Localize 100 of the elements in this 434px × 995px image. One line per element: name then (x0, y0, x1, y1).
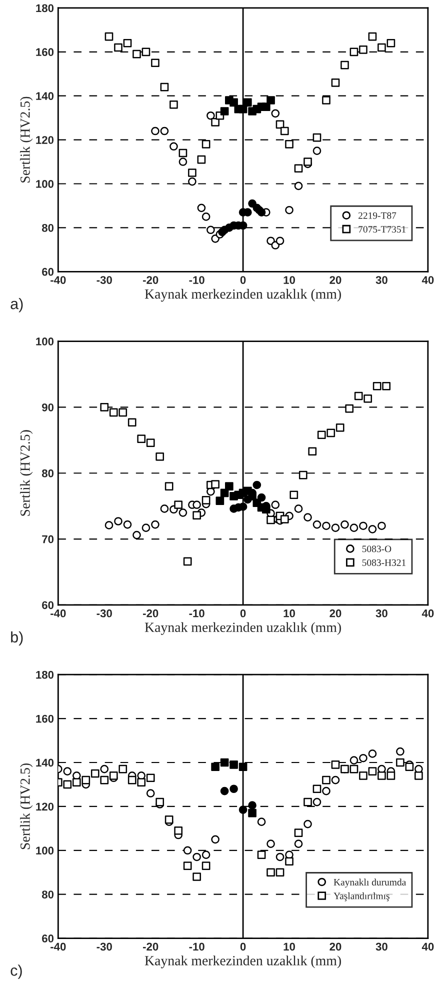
y-tick-label: 180 (36, 670, 54, 679)
point (266, 868, 275, 877)
point (206, 226, 215, 234)
point (322, 786, 330, 796)
point (266, 96, 275, 104)
y-tick-label: 140 (36, 92, 54, 100)
point (266, 840, 275, 848)
text: b) (11, 631, 23, 646)
point (220, 488, 229, 498)
point (378, 522, 386, 530)
point (312, 146, 322, 155)
point (248, 492, 256, 500)
point (156, 452, 164, 461)
point (294, 504, 303, 513)
point (118, 764, 128, 774)
point (354, 392, 363, 400)
x-tick-label: 30 (376, 609, 388, 618)
point (183, 557, 192, 566)
point (336, 423, 344, 432)
point (386, 38, 396, 48)
point (322, 522, 330, 530)
point (123, 520, 132, 529)
point (178, 508, 188, 517)
x-axis-title: Kaynak merkezinden uzaklık (mm) (144, 288, 341, 302)
point (128, 776, 136, 784)
point (216, 496, 224, 505)
point (304, 513, 312, 522)
point (359, 754, 368, 762)
point (294, 828, 303, 837)
y-tick-label: 180 (36, 4, 54, 12)
x-tick-label: -30 (96, 276, 112, 284)
point (100, 776, 109, 784)
point (331, 760, 340, 769)
point (174, 826, 182, 835)
point (359, 46, 368, 54)
point (262, 505, 270, 514)
point (192, 872, 201, 881)
point (174, 500, 182, 509)
x-tick-label: 0 (240, 942, 246, 951)
point (252, 480, 262, 490)
point (160, 126, 169, 136)
point (104, 521, 114, 530)
y-tick-label: 60 (42, 934, 54, 942)
point (220, 107, 229, 116)
point (285, 857, 294, 866)
point (188, 177, 196, 186)
x-tick-label: -30 (96, 609, 112, 618)
point (72, 778, 81, 786)
point (238, 762, 248, 772)
point (396, 758, 404, 767)
text: c) (10, 964, 22, 979)
point (248, 808, 256, 818)
point (266, 516, 275, 524)
point (197, 155, 206, 164)
point (331, 524, 340, 532)
text: a) (10, 298, 23, 312)
point (238, 806, 248, 814)
point (340, 520, 349, 529)
x-tick-label: 40 (422, 609, 434, 618)
point (290, 490, 298, 500)
point (128, 418, 136, 427)
point (312, 133, 322, 142)
point (211, 118, 220, 126)
point (276, 868, 284, 877)
x-tick-label: -20 (143, 942, 158, 951)
point (142, 524, 150, 532)
y-tick-label: 90 (42, 403, 54, 412)
point (257, 850, 266, 859)
point (183, 846, 192, 855)
x-tick-label: 10 (284, 276, 295, 284)
point (317, 430, 326, 440)
point (368, 767, 377, 776)
y-tick-label: 160 (36, 714, 54, 723)
point (298, 470, 308, 480)
point (350, 524, 358, 532)
point (100, 403, 109, 412)
point (206, 111, 215, 120)
point (230, 784, 238, 794)
legend-label: 5083-H321 (362, 559, 406, 566)
point (304, 798, 312, 806)
point (114, 517, 122, 526)
point (382, 382, 390, 390)
point (137, 778, 146, 786)
legend-label: 7075-T7351 (358, 226, 406, 233)
point (359, 522, 368, 530)
point (312, 520, 322, 529)
point (192, 852, 201, 862)
point (322, 776, 330, 784)
point (308, 447, 317, 456)
point (294, 164, 303, 173)
x-tick-label: -10 (189, 942, 204, 951)
x-tick-label: 10 (284, 609, 295, 618)
point (178, 148, 188, 158)
point (146, 438, 155, 447)
point (243, 98, 252, 107)
point (386, 772, 396, 780)
point (248, 801, 256, 810)
point (340, 60, 349, 70)
point (378, 43, 386, 52)
point (220, 758, 229, 767)
